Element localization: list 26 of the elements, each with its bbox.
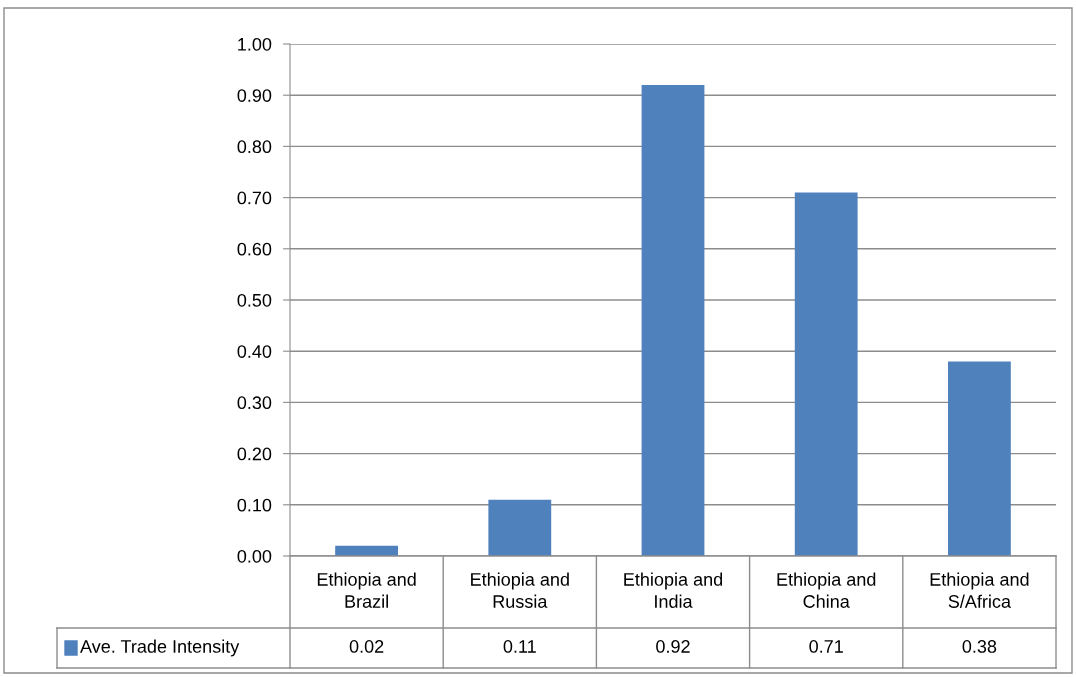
data-label: 0.02 bbox=[349, 640, 384, 653]
legend-label: Ave. Trade Intensity bbox=[80, 639, 240, 657]
data-label: 0.71 bbox=[809, 640, 843, 653]
bar bbox=[488, 499, 552, 556]
y-tick-label: 0.20 bbox=[237, 447, 272, 461]
data-label: 0.11 bbox=[503, 640, 536, 653]
y-tick-label: 0.90 bbox=[237, 89, 272, 102]
x-tick-label: Ethiopia and Russia bbox=[471, 572, 569, 608]
bar bbox=[641, 84, 705, 556]
x-tick-label: Ethiopia and China bbox=[777, 572, 876, 608]
y-tick-label: 0.10 bbox=[237, 498, 272, 512]
y-tick-label: 1.00 bbox=[238, 37, 272, 51]
y-tick-label: 0.70 bbox=[237, 191, 272, 205]
y-tick-label: 0.50 bbox=[237, 293, 272, 307]
x-tick-label: Ethiopia and S/Africa bbox=[930, 572, 1029, 608]
bar bbox=[947, 361, 1011, 556]
data-label: 0.92 bbox=[656, 640, 690, 653]
y-tick-label: 0.60 bbox=[237, 242, 272, 256]
y-tick-label: 0.00 bbox=[237, 549, 272, 563]
y-tick-label: 0.80 bbox=[237, 140, 272, 154]
y-tick-label: 0.30 bbox=[237, 396, 272, 410]
data-label: 0.38 bbox=[962, 640, 997, 653]
bar bbox=[794, 192, 858, 556]
y-tick-label: 0.40 bbox=[237, 345, 272, 358]
x-tick-label: Ethiopia and Brazil bbox=[317, 572, 416, 608]
x-tick-label: Ethiopia and India bbox=[624, 572, 723, 608]
